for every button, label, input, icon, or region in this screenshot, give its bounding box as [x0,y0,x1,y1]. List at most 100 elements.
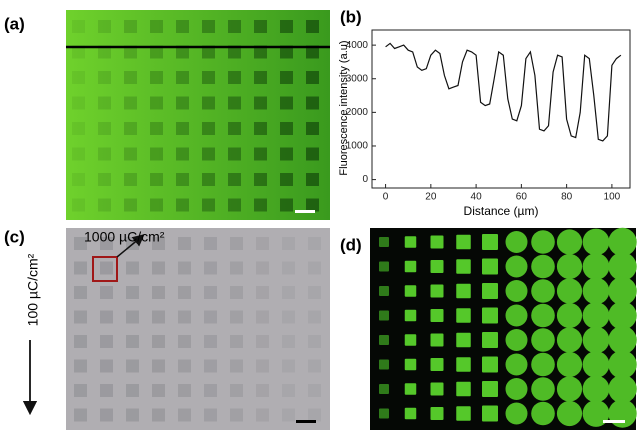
pattern-square [150,147,163,161]
image-bg [66,10,330,220]
pattern-square [176,45,189,59]
pattern-square [379,335,389,345]
pattern-square [204,286,217,299]
pattern-square [126,261,139,275]
pattern-dot [582,351,610,378]
pattern-square [230,335,243,348]
pattern-square [98,45,111,59]
pattern-square [280,96,293,110]
pattern-square [202,198,215,212]
pattern-square [152,237,165,250]
pattern-square [430,284,444,298]
pattern-dot [556,376,583,402]
pattern-square [482,381,498,397]
pattern-square [430,235,444,249]
pattern-square [280,45,293,59]
x-tick-label: 20 [425,192,437,203]
pattern-square [74,359,87,373]
x-tick-label: 60 [516,192,528,203]
pattern-dot [556,351,583,378]
pattern-square [430,333,444,347]
pattern-square [308,408,321,422]
pattern-square [306,122,319,135]
pattern-square [308,261,321,275]
pattern-square [379,359,389,370]
pattern-dot [505,255,528,278]
pattern-square [254,20,267,33]
pattern-square [150,45,163,59]
pattern-square [482,332,498,348]
pattern-square [126,359,139,373]
pattern-square [308,286,321,299]
pattern-square [254,122,267,135]
pattern-square [152,384,165,397]
pattern-square [176,20,189,33]
pattern-square [74,286,87,299]
y-tick-label: 3000 [346,73,369,84]
pattern-square [74,384,87,397]
pattern-square [100,359,113,373]
pattern-square [152,335,165,348]
pattern-square [98,71,111,84]
pattern-square [404,383,417,395]
pattern-square [282,310,295,324]
pattern-dot [608,276,637,306]
pattern-dot [505,402,528,425]
pattern-square [282,286,295,299]
pattern-square [176,147,189,161]
pattern-square [456,332,471,348]
pattern-dot [582,326,610,354]
pattern-square [204,408,217,422]
pattern-square [202,45,215,59]
pattern-square [256,384,269,397]
pattern-square [204,359,217,373]
pattern-square [152,261,165,275]
pattern-square [282,261,295,275]
pattern-square [230,237,243,250]
pattern-square [379,408,389,419]
pattern-dot [505,304,528,327]
dose-label: 100 µC/cm² [25,253,41,326]
pattern-square [456,357,471,372]
panel-label: (b) [340,7,362,26]
pattern-square [256,286,269,299]
pattern-square [482,283,498,299]
pattern-square [204,237,217,250]
pattern-square [306,71,319,84]
pattern-square [228,147,241,161]
pattern-dot [582,277,610,305]
pattern-square [456,381,471,397]
pattern-dot [556,229,583,255]
pattern-dot [582,228,610,256]
pattern-square [72,20,85,33]
pattern-square [404,334,417,346]
pattern-square [256,237,269,250]
pattern-square [72,45,85,59]
pattern-square [282,359,295,373]
pattern-square [152,408,165,422]
pattern-square [280,71,293,84]
pattern-square [308,335,321,348]
pattern-square [72,173,85,186]
pattern-square [100,261,113,275]
pattern-square [230,286,243,299]
pattern-square [228,122,241,135]
pattern-square [379,384,389,394]
pattern-square [72,122,85,135]
pattern-square [254,198,267,212]
pattern-square [306,96,319,110]
pattern-square [100,384,113,397]
pattern-square [280,198,293,212]
pattern-square [150,96,163,110]
pattern-square [98,96,111,110]
pattern-square [430,407,444,420]
pattern-square [306,45,319,59]
pattern-dot [582,302,610,329]
pattern-square [256,310,269,324]
pattern-square [230,384,243,397]
pattern-square [482,234,498,250]
pattern-square [124,20,137,33]
pattern-square [228,45,241,59]
arrow [116,234,145,258]
